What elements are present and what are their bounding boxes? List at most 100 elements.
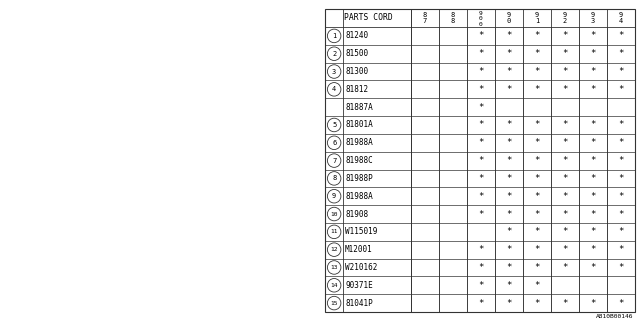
Text: *: * xyxy=(618,49,623,58)
Text: *: * xyxy=(534,67,540,76)
Text: *: * xyxy=(590,210,595,219)
Text: *: * xyxy=(562,245,568,254)
Text: *: * xyxy=(562,299,568,308)
Text: 8: 8 xyxy=(422,12,427,18)
Text: *: * xyxy=(506,49,511,58)
Text: *: * xyxy=(534,120,540,130)
Text: *: * xyxy=(506,245,511,254)
Text: *: * xyxy=(590,138,595,147)
Text: 9: 9 xyxy=(507,12,511,18)
Text: *: * xyxy=(506,31,511,40)
Text: A810B00146: A810B00146 xyxy=(596,314,634,319)
Text: *: * xyxy=(478,192,483,201)
Text: *: * xyxy=(618,192,623,201)
Text: *: * xyxy=(478,138,483,147)
Text: 13: 13 xyxy=(330,265,338,270)
Text: *: * xyxy=(562,192,568,201)
Text: 7: 7 xyxy=(422,18,427,24)
Text: *: * xyxy=(534,85,540,94)
Text: 81240: 81240 xyxy=(345,31,368,40)
Text: *: * xyxy=(534,156,540,165)
Text: 1: 1 xyxy=(332,33,336,39)
Text: *: * xyxy=(618,120,623,130)
Text: 11: 11 xyxy=(330,229,338,234)
Text: 2: 2 xyxy=(563,18,567,24)
Text: *: * xyxy=(478,299,483,308)
Text: *: * xyxy=(618,227,623,236)
Text: 1: 1 xyxy=(534,18,539,24)
Text: *: * xyxy=(618,85,623,94)
Text: M12001: M12001 xyxy=(345,245,373,254)
Text: *: * xyxy=(618,67,623,76)
Text: *: * xyxy=(478,210,483,219)
Text: *: * xyxy=(534,49,540,58)
Text: 81041P: 81041P xyxy=(345,299,373,308)
Text: 81988C: 81988C xyxy=(345,156,373,165)
Text: *: * xyxy=(562,67,568,76)
Text: *: * xyxy=(478,281,483,290)
Text: W115019: W115019 xyxy=(345,227,378,236)
Text: *: * xyxy=(618,138,623,147)
Text: *: * xyxy=(562,156,568,165)
Text: 15: 15 xyxy=(330,300,338,306)
Text: *: * xyxy=(562,49,568,58)
Text: *: * xyxy=(534,299,540,308)
Text: *: * xyxy=(506,281,511,290)
Text: *: * xyxy=(618,31,623,40)
Text: 6: 6 xyxy=(332,140,336,146)
Text: *: * xyxy=(534,245,540,254)
Text: 81908: 81908 xyxy=(345,210,368,219)
Text: 4: 4 xyxy=(619,18,623,24)
Text: *: * xyxy=(478,49,483,58)
Text: *: * xyxy=(618,263,623,272)
Text: 7: 7 xyxy=(332,157,336,164)
Text: *: * xyxy=(478,174,483,183)
Text: *: * xyxy=(506,67,511,76)
Text: 90371E: 90371E xyxy=(345,281,373,290)
Text: W210162: W210162 xyxy=(345,263,378,272)
Text: PARTS CORD: PARTS CORD xyxy=(344,13,392,22)
Text: 0: 0 xyxy=(479,17,483,21)
Text: 81887A: 81887A xyxy=(345,103,373,112)
Text: *: * xyxy=(534,138,540,147)
Text: *: * xyxy=(562,120,568,130)
Text: *: * xyxy=(590,192,595,201)
Text: 81988P: 81988P xyxy=(345,174,373,183)
Text: *: * xyxy=(534,174,540,183)
Text: 81300: 81300 xyxy=(345,67,368,76)
Text: *: * xyxy=(506,299,511,308)
Text: *: * xyxy=(590,245,595,254)
Text: *: * xyxy=(478,156,483,165)
Text: *: * xyxy=(590,299,595,308)
Text: *: * xyxy=(478,245,483,254)
Text: 0: 0 xyxy=(507,18,511,24)
Text: 81812: 81812 xyxy=(345,85,368,94)
Text: *: * xyxy=(590,85,595,94)
Text: *: * xyxy=(506,210,511,219)
Text: 8: 8 xyxy=(451,18,455,24)
Text: *: * xyxy=(590,31,595,40)
Text: *: * xyxy=(618,245,623,254)
Text: *: * xyxy=(562,31,568,40)
Text: *: * xyxy=(506,263,511,272)
Text: *: * xyxy=(478,31,483,40)
Text: *: * xyxy=(506,138,511,147)
Text: *: * xyxy=(562,85,568,94)
Text: 0: 0 xyxy=(479,22,483,27)
Text: *: * xyxy=(590,227,595,236)
Text: *: * xyxy=(618,156,623,165)
Text: *: * xyxy=(590,120,595,130)
Text: 3: 3 xyxy=(591,18,595,24)
Text: *: * xyxy=(534,227,540,236)
Text: 2: 2 xyxy=(332,51,336,57)
Text: *: * xyxy=(590,156,595,165)
Text: *: * xyxy=(534,210,540,219)
Text: *: * xyxy=(506,192,511,201)
Text: 14: 14 xyxy=(330,283,338,288)
Text: *: * xyxy=(562,138,568,147)
Text: 81801A: 81801A xyxy=(345,120,373,130)
Text: 12: 12 xyxy=(330,247,338,252)
Text: *: * xyxy=(618,174,623,183)
Text: *: * xyxy=(534,263,540,272)
Text: *: * xyxy=(534,31,540,40)
